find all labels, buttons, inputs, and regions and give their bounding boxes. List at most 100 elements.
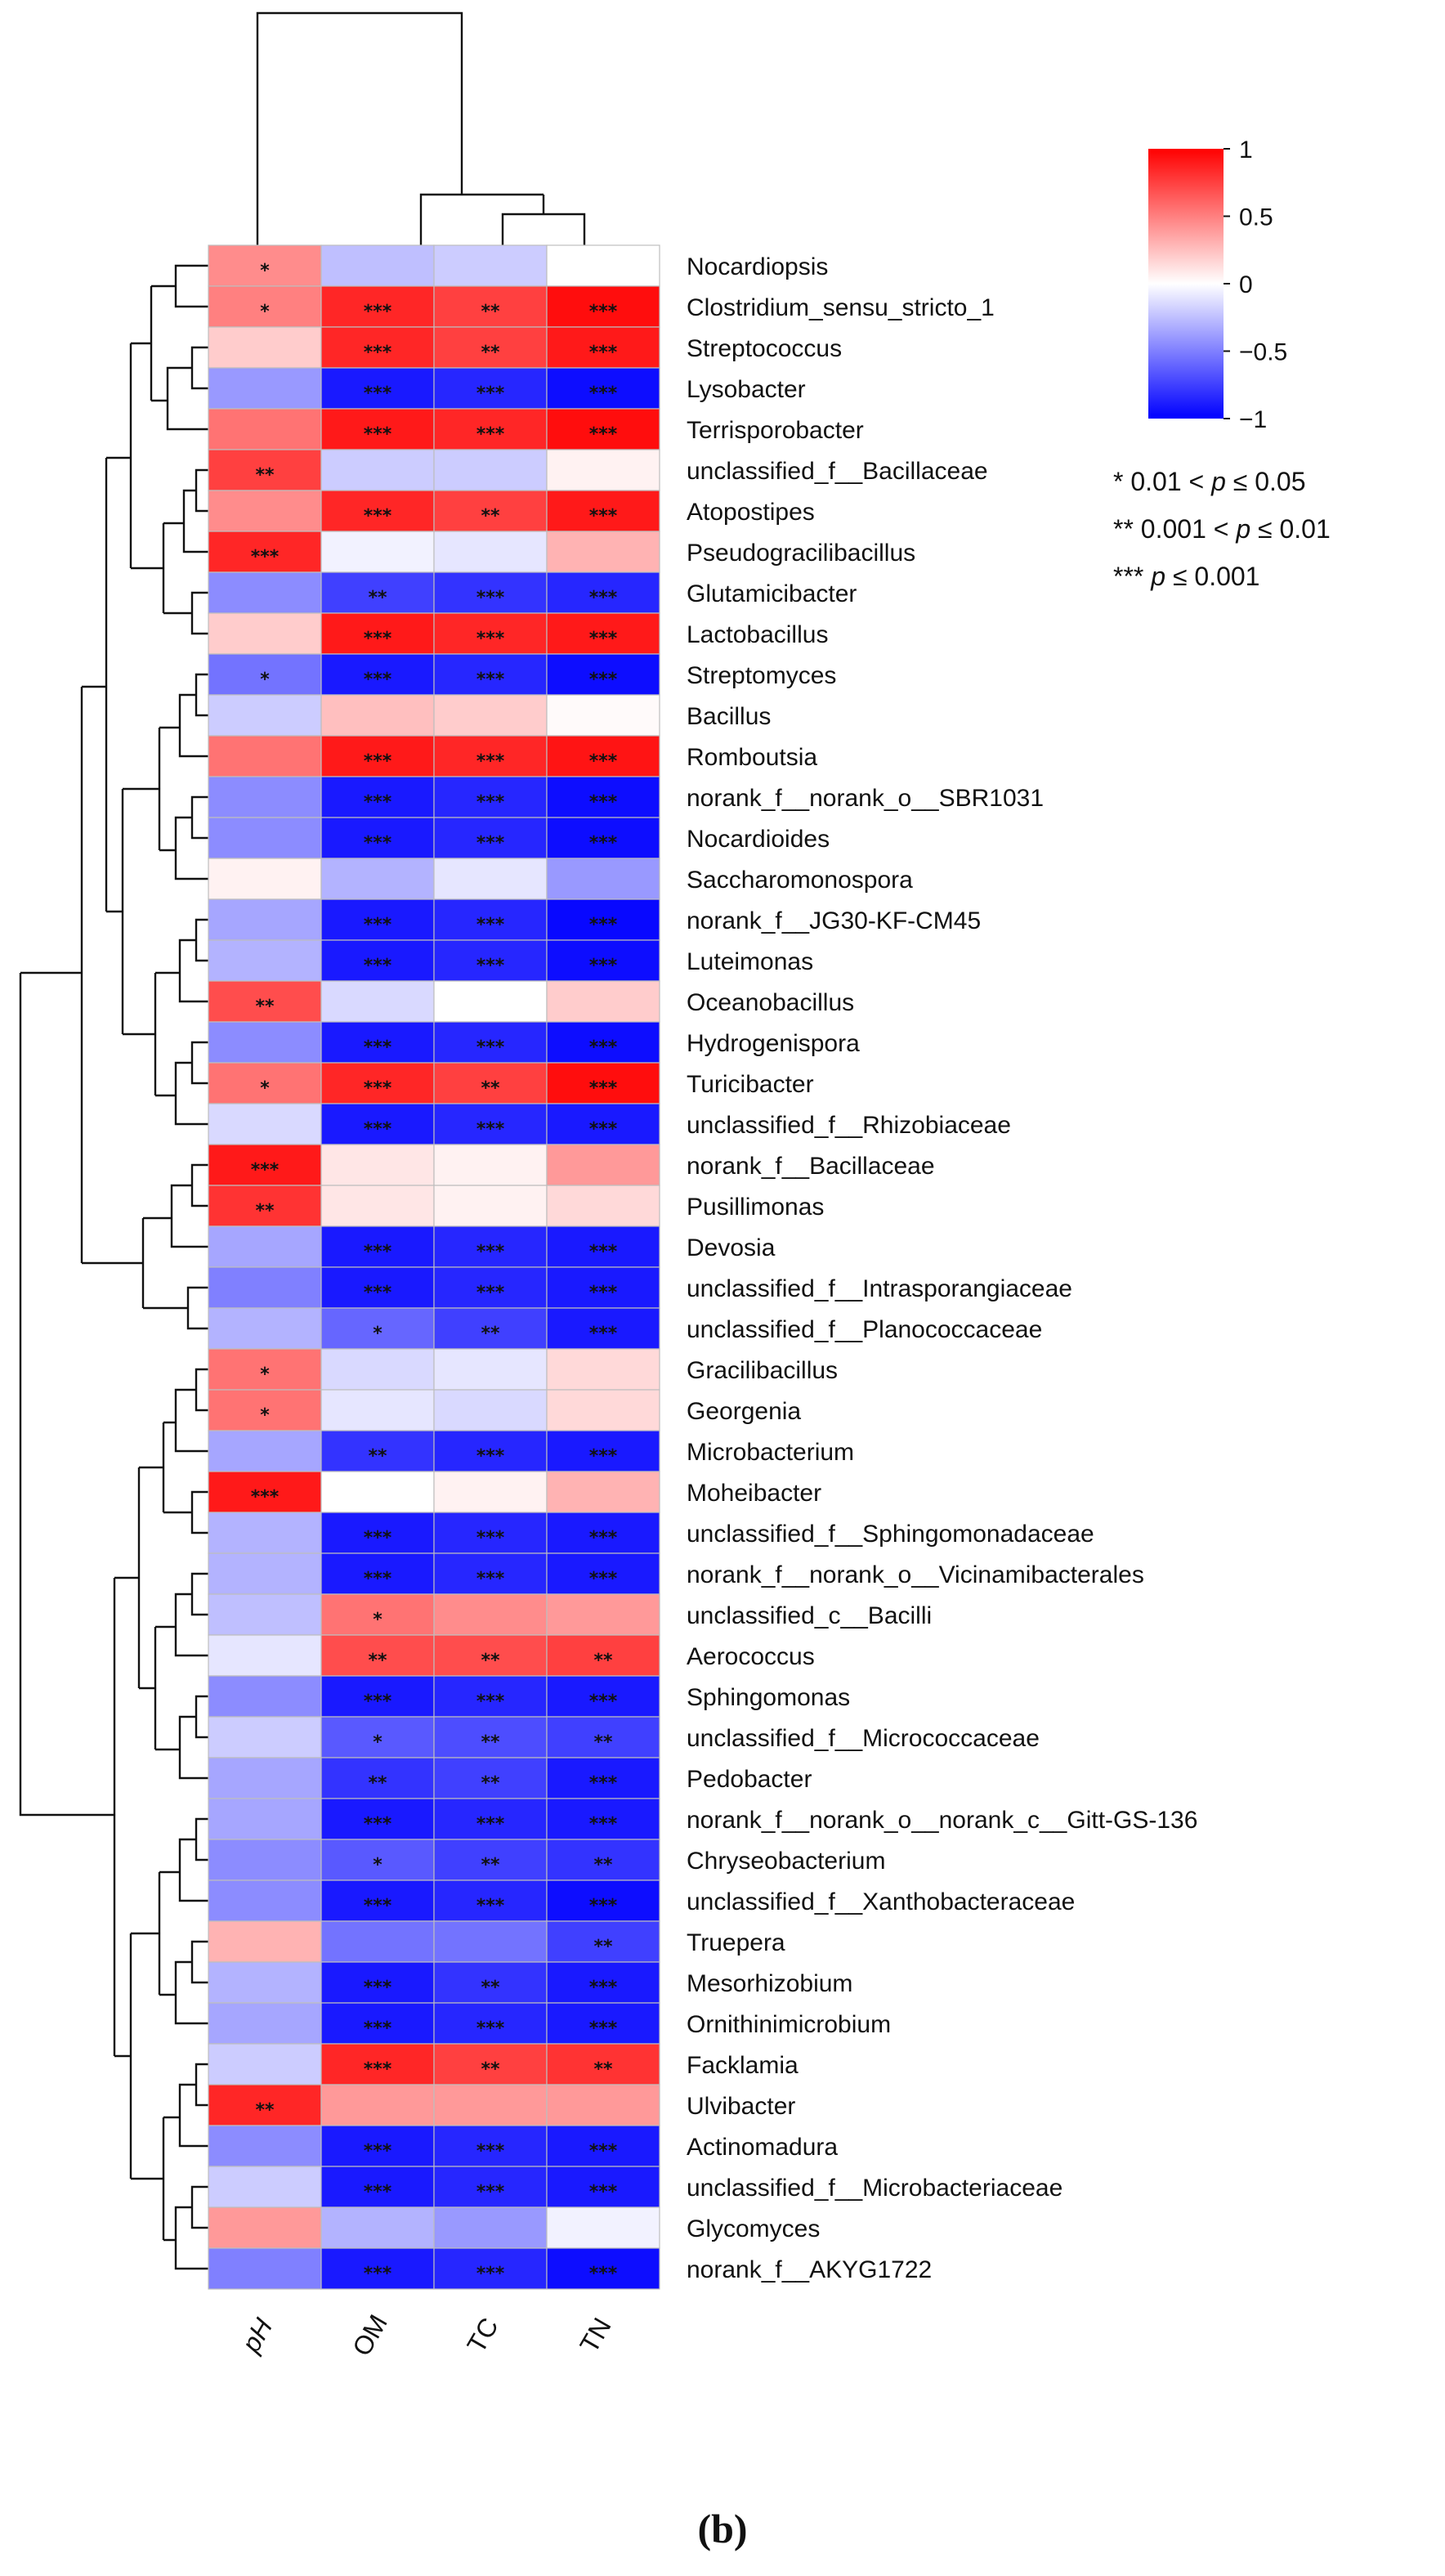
row-label-ornithinimicrobium: Ornithinimicrobium <box>687 2011 891 2038</box>
heatmap-cell <box>433 1103 548 1145</box>
significance-mark: * <box>260 670 270 690</box>
column-dendrogram <box>256 11 586 249</box>
significance-mark: *** <box>364 629 392 649</box>
heatmap-cell <box>433 2247 548 2290</box>
heatmap-cell <box>208 1716 322 1758</box>
row-label-unclassified-c-bacilli: unclassified_c__Bacilli <box>687 1602 932 1629</box>
heatmap-cell <box>208 1961 322 2004</box>
heatmap-cell <box>433 1839 548 1881</box>
row-label-aerococcus: Aerococcus <box>687 1643 815 1670</box>
significance-mark: *** <box>589 1896 618 1916</box>
heatmap-cell <box>208 735 322 777</box>
row-label-luteimonas: Luteimonas <box>687 948 813 975</box>
heatmap-cell <box>208 367 322 410</box>
row-label-romboutsia: Romboutsia <box>687 744 817 771</box>
heatmap-cell <box>433 980 548 1023</box>
heatmap-cell <box>208 2002 322 2045</box>
heatmap-cell <box>320 1920 435 1963</box>
color-scale-tick-label: 0.5 <box>1239 204 1273 231</box>
heatmap-cell <box>546 244 660 287</box>
heatmap-cell <box>433 1961 548 2004</box>
significance-mark: *** <box>476 1691 505 1712</box>
heatmap-cell <box>208 2166 322 2208</box>
significance-mark: *** <box>364 1814 392 1835</box>
heatmap-cell <box>208 1144 322 1186</box>
significance-mark: *** <box>589 2182 618 2202</box>
heatmap-cell <box>208 1879 322 1922</box>
heatmap-cell <box>320 1675 435 1718</box>
column-label-om: OM <box>347 2309 393 2361</box>
heatmap-cell <box>433 1430 548 1472</box>
significance-mark: *** <box>364 956 392 976</box>
significance-mark: *** <box>476 833 505 853</box>
significance-mark: *** <box>251 547 280 567</box>
significance-mark: *** <box>589 1691 618 1712</box>
heatmap-cell <box>546 1021 660 1064</box>
significance-mark: *** <box>589 1978 618 1998</box>
row-dendrogram <box>19 264 208 2270</box>
row-label-norank-f-jg30-kf-cm45: norank_f__JG30-KF-CM45 <box>687 907 981 934</box>
row-label-nocardioides: Nocardioides <box>687 826 830 853</box>
significance-mark: ** <box>368 588 387 608</box>
heatmap-cell <box>208 1593 322 1636</box>
significance-mark: *** <box>364 833 392 853</box>
significance-mark: *** <box>364 2264 392 2284</box>
significance-mark: *** <box>364 2059 392 2080</box>
heatmap-cell <box>433 449 548 491</box>
significance-mark: *** <box>476 1119 505 1140</box>
heatmap-cell <box>208 1389 322 1431</box>
heatmap-cell <box>546 1961 660 2004</box>
row-label-unclassified-f-intrasporangiaceae: unclassified_f__Intrasporangiaceae <box>687 1275 1072 1302</box>
heatmap-cell <box>208 2247 322 2290</box>
heatmap-cell <box>320 1879 435 1922</box>
heatmap-cell <box>208 1675 322 1718</box>
row-label-unclassified-f-bacillaceae: unclassified_f__Bacillaceae <box>687 458 988 485</box>
significance-mark: *** <box>364 670 392 690</box>
significance-mark: *** <box>589 915 618 935</box>
heatmap-cell <box>208 2206 322 2249</box>
row-label-gracilibacillus: Gracilibacillus <box>687 1357 838 1384</box>
row-label-georgenia: Georgenia <box>687 1398 801 1425</box>
row-label-devosia: Devosia <box>687 1234 776 1261</box>
significance-mark: *** <box>476 1283 505 1303</box>
heatmap-cell <box>320 1961 435 2004</box>
heatmap-cell <box>320 408 435 450</box>
significance-mark: ** <box>593 2059 613 2080</box>
heatmap-cell <box>320 1389 435 1431</box>
heatmap-cell <box>208 612 322 655</box>
heatmap-cell <box>208 326 322 369</box>
significance-mark: *** <box>364 1569 392 1589</box>
heatmap-cell <box>546 858 660 900</box>
heatmap-cell <box>208 1307 322 1350</box>
heatmap-cell <box>320 1552 435 1595</box>
heatmap-cell <box>320 2206 435 2249</box>
significance-mark: *** <box>364 792 392 813</box>
significance-mark: ** <box>368 1651 387 1671</box>
heatmap-cell <box>208 898 322 941</box>
heatmap-cell <box>320 531 435 573</box>
significance-legend-entry: *** p ≤ 0.001 <box>1113 562 1259 591</box>
row-label-pseudogracilibacillus: Pseudogracilibacillus <box>687 540 915 567</box>
heatmap-cell <box>546 1798 660 1840</box>
row-label-mesorhizobium: Mesorhizobium <box>687 1970 852 1997</box>
significance-mark: ** <box>481 302 500 322</box>
color-scale-legend: 1 0.5 0 −0.5 −1 <box>1148 137 1287 433</box>
significance-mark: *** <box>589 1078 618 1099</box>
heatmap-cell <box>433 1062 548 1104</box>
significance-mark: *** <box>589 1569 618 1589</box>
heatmap-cell <box>433 898 548 941</box>
significance-mark: ** <box>481 343 500 363</box>
significance-mark: *** <box>476 1528 505 1548</box>
heatmap-cell <box>546 2002 660 2045</box>
significance-mark: ** <box>255 997 275 1017</box>
heatmap-cell <box>320 1144 435 1186</box>
heatmap-cell <box>433 1675 548 1718</box>
heatmap-cell <box>320 1471 435 1513</box>
row-label-oceanobacillus: Oceanobacillus <box>687 989 854 1016</box>
significance-mark: *** <box>364 1037 392 1058</box>
significance-mark: *** <box>476 1242 505 1262</box>
significance-mark: *** <box>364 2018 392 2039</box>
row-label-norank-f-norank-o-sbr1031: norank_f__norank_o__SBR1031 <box>687 785 1044 812</box>
column-labels: pH OM TC TN <box>235 2309 617 2361</box>
heatmap-cell <box>433 2125 548 2167</box>
